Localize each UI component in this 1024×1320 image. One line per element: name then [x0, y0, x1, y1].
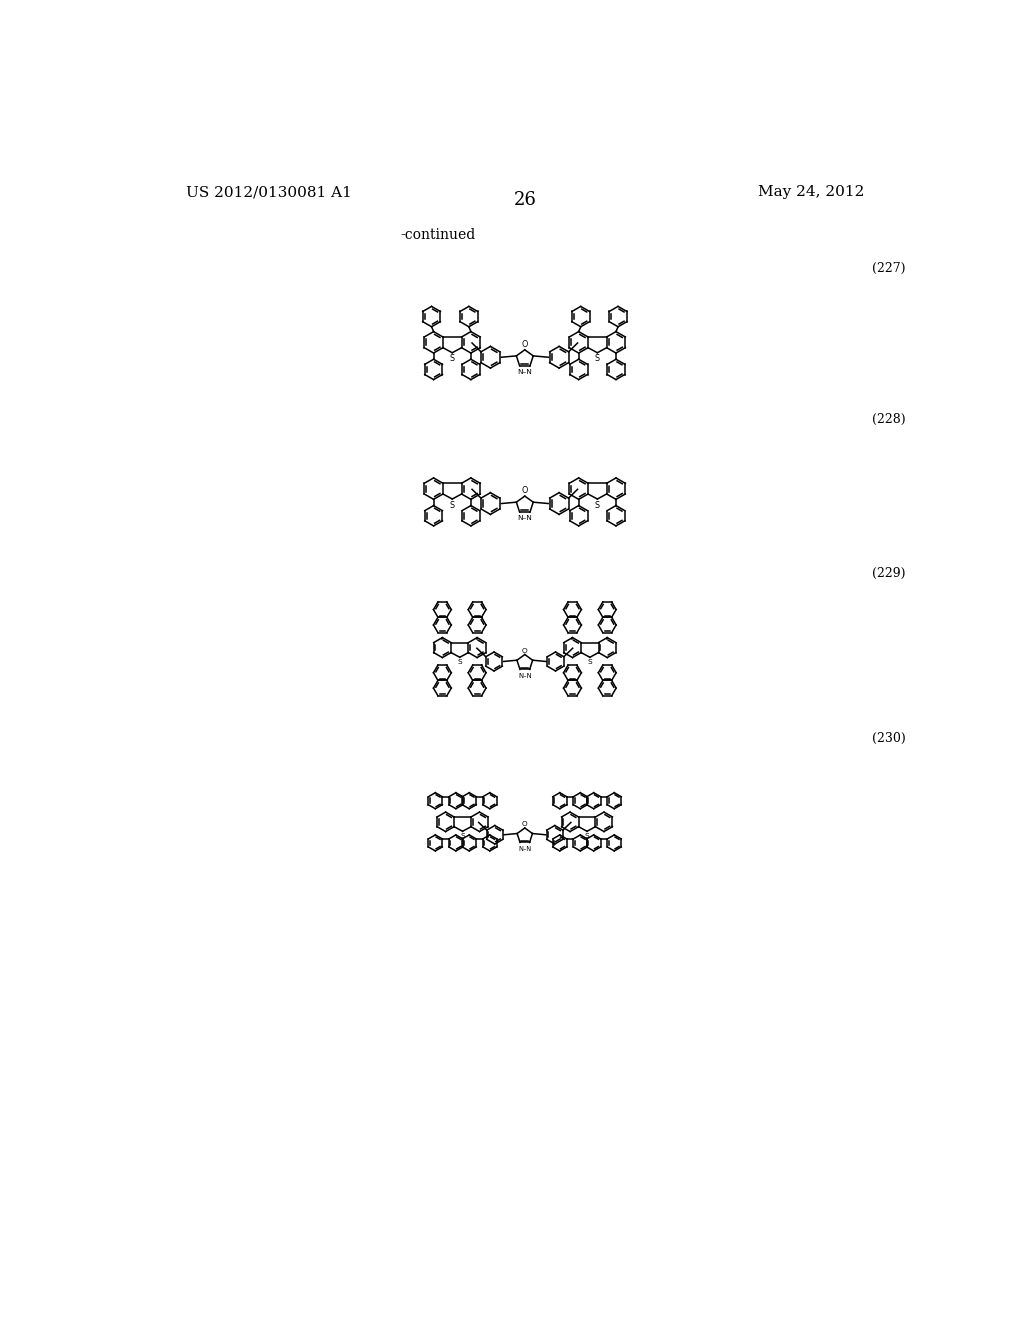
Text: (230): (230): [872, 733, 906, 744]
Text: S: S: [458, 659, 462, 665]
Text: S: S: [595, 354, 600, 363]
Text: US 2012/0130081 A1: US 2012/0130081 A1: [186, 185, 352, 199]
Text: 26: 26: [513, 191, 537, 209]
Text: -continued: -continued: [400, 227, 475, 242]
Text: O: O: [521, 486, 528, 495]
Text: N–N: N–N: [517, 370, 532, 375]
Text: (227): (227): [872, 263, 905, 276]
Text: N–N: N–N: [517, 515, 532, 521]
Text: N–N: N–N: [518, 673, 531, 678]
Text: May 24, 2012: May 24, 2012: [758, 185, 864, 199]
Text: O: O: [522, 648, 527, 653]
Text: O: O: [521, 341, 528, 348]
Text: O: O: [522, 821, 527, 828]
Text: S: S: [595, 500, 600, 510]
Text: S: S: [450, 500, 455, 510]
Text: S: S: [588, 659, 592, 665]
Text: (228): (228): [872, 412, 905, 425]
Text: S: S: [450, 354, 455, 363]
Text: S: S: [585, 833, 590, 838]
Text: S: S: [460, 833, 465, 838]
Text: (229): (229): [872, 566, 905, 579]
Text: N–N: N–N: [518, 846, 531, 851]
